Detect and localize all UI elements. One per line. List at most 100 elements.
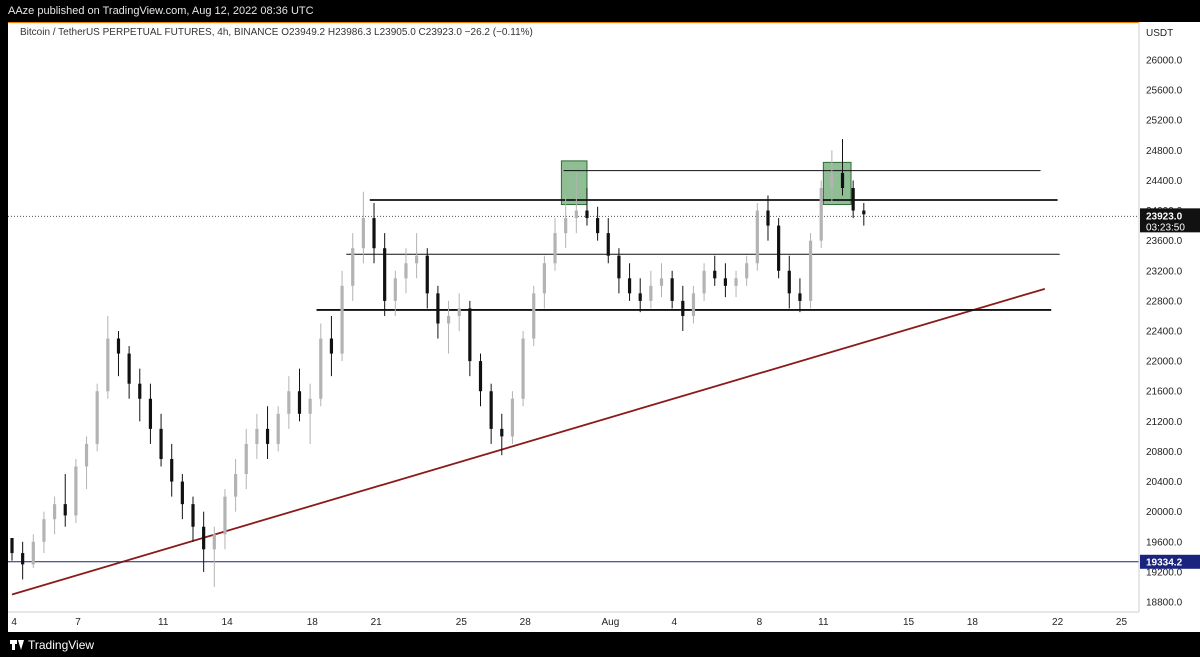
candle-body (223, 496, 227, 535)
tradingview-brand[interactable]: TradingView (10, 638, 94, 652)
chart-area[interactable]: Bitcoin / TetherUS PERPETUAL FUTURES, 4h… (8, 22, 1139, 632)
candle-body (361, 218, 365, 249)
x-tick-label: 14 (222, 617, 234, 628)
candle (21, 541, 25, 580)
candle (670, 270, 674, 309)
candle (404, 248, 408, 294)
candle (606, 218, 610, 264)
candle (659, 263, 664, 298)
candle-body (106, 338, 110, 392)
candle-body (138, 383, 142, 399)
candle-body (340, 285, 344, 354)
candle (255, 413, 259, 459)
x-tick-label: Aug (601, 617, 619, 628)
candle-body (627, 278, 632, 294)
candle-body (265, 428, 270, 444)
candle (489, 383, 493, 444)
candle-body (351, 248, 355, 286)
candle (319, 323, 323, 407)
blue-price-badge (1140, 554, 1200, 569)
candle-body (234, 474, 238, 497)
candle (830, 150, 834, 204)
x-tick-label: 11 (158, 617, 169, 628)
candle-body (596, 218, 600, 234)
candle (553, 218, 557, 271)
x-tick-label: 18 (307, 617, 319, 628)
candle (734, 270, 738, 298)
candle (63, 474, 67, 527)
candle (745, 255, 749, 286)
y-tick-label: 20400.0 (1146, 477, 1183, 488)
candle (840, 139, 845, 196)
x-tick-label: 22 (1052, 617, 1064, 628)
candle-body (510, 398, 515, 437)
candle (702, 263, 706, 301)
symbol-legend: Bitcoin / TetherUS PERPETUAL FUTURES, 4h… (20, 27, 533, 38)
price-axis-bg (1139, 22, 1200, 632)
y-tick-label: 20800.0 (1146, 447, 1183, 458)
axis-corner (1139, 612, 1200, 632)
candle-body (574, 210, 578, 219)
candle-body (617, 255, 621, 279)
candle-body (116, 338, 121, 354)
candle (383, 233, 387, 316)
candle (510, 391, 515, 444)
candle-body (244, 443, 248, 475)
candle-body (830, 172, 834, 188)
y-tick-label: 23600.0 (1146, 236, 1183, 247)
candle-body (723, 278, 727, 286)
brand-label: TradingView (28, 638, 95, 652)
x-tick-label: 4 (672, 617, 678, 628)
candle (468, 300, 472, 377)
candle (585, 187, 589, 226)
candle-body (649, 285, 653, 301)
y-tick-label: 21600.0 (1146, 387, 1183, 398)
candle-body (553, 233, 557, 264)
candle-body (52, 504, 57, 520)
candle (627, 263, 632, 301)
candle-body (862, 210, 866, 215)
candle-body (585, 210, 589, 219)
y-tick-label: 25600.0 (1146, 86, 1183, 97)
candle (638, 278, 642, 313)
candle-body (170, 458, 174, 482)
candle-body (372, 218, 376, 249)
candle-body (446, 315, 451, 324)
candle-body (745, 263, 749, 279)
candle-body (84, 443, 89, 467)
candle-body (489, 391, 493, 429)
candle-body (308, 398, 312, 414)
candle (446, 300, 451, 354)
candle-body (63, 504, 67, 516)
candle (478, 353, 483, 407)
candle (361, 191, 365, 264)
candle-body (180, 481, 184, 505)
x-tick-label: 15 (903, 617, 915, 628)
x-tick-label: 4 (11, 617, 17, 628)
candle (138, 368, 142, 422)
candle (691, 285, 696, 324)
candle (74, 458, 78, 523)
candle-body (276, 413, 280, 444)
candle (159, 413, 163, 467)
candle-body (521, 338, 525, 399)
candle-body (383, 248, 387, 301)
candle-body (255, 428, 259, 444)
candle (542, 255, 546, 309)
candle (202, 511, 206, 572)
candle (223, 489, 227, 550)
blue-price-label: 19334.2 (1146, 557, 1183, 568)
candle (532, 285, 536, 347)
candle-body (734, 278, 738, 286)
candle (287, 376, 291, 429)
y-tick-label: 24800.0 (1146, 146, 1183, 157)
candle (329, 315, 334, 377)
candle-body (329, 338, 334, 354)
candle (521, 331, 525, 407)
y-tick-label: 19600.0 (1146, 537, 1183, 548)
x-tick-label: 25 (456, 617, 468, 628)
chart-frame: Bitcoin / TetherUS PERPETUAL FUTURES, 4h… (0, 22, 1200, 632)
price-chart[interactable]: USDT 18800.0 19200.0 19600.0 20000.0 20400.0 2… (0, 22, 1200, 632)
candle-body (436, 293, 440, 324)
y-tick-label: 26000.0 (1146, 56, 1183, 67)
